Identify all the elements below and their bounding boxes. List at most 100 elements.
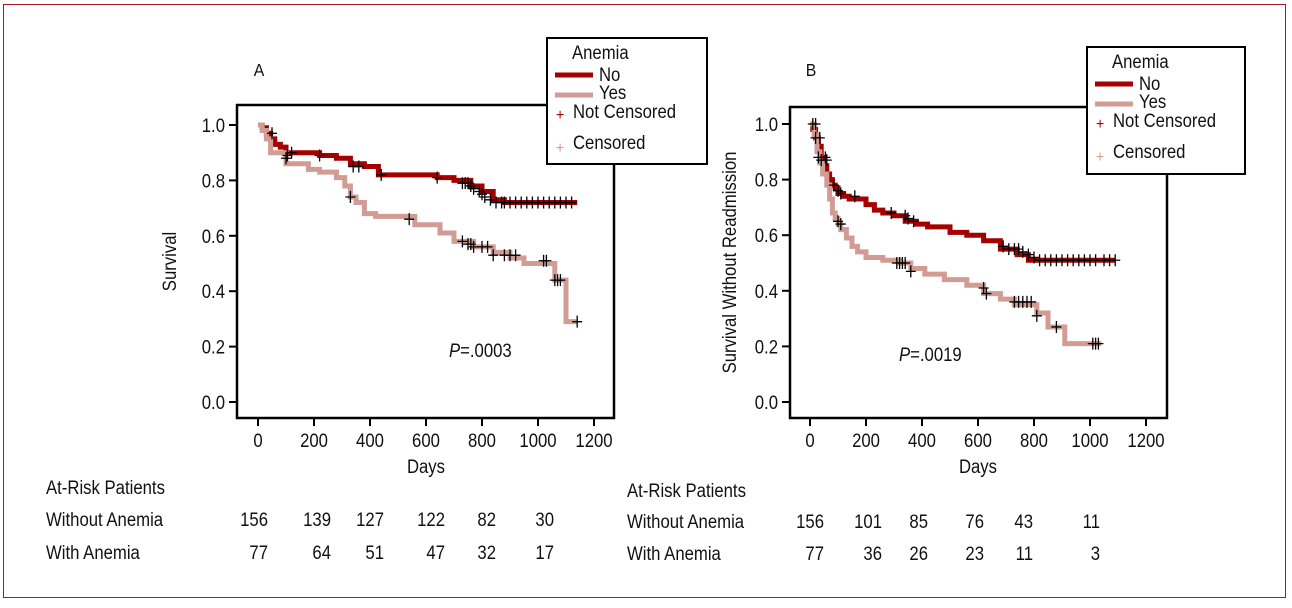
censor-mark	[1029, 251, 1039, 264]
censored-marker-icon: +	[1096, 148, 1104, 166]
at-risk-value: 156	[240, 510, 268, 531]
censor-mark	[1051, 320, 1062, 333]
censored-marker-icon: +	[556, 139, 564, 157]
censor-mark	[1031, 309, 1042, 322]
censor-mark	[903, 212, 913, 225]
x-tick-label: 800	[1020, 430, 1048, 451]
censor-mark	[267, 127, 277, 140]
at-risk-row-label: With Anemia	[627, 544, 721, 565]
legend-title: Anemia	[572, 42, 629, 63]
at-risk-row-label: Without Anemia	[627, 512, 745, 533]
x-tick-label: 0	[805, 430, 814, 451]
p-value-annotation: P=.0003	[449, 340, 512, 361]
at-risk-value: 156	[796, 512, 824, 533]
censor-mark	[457, 235, 468, 248]
legend-entry-yes: Yes	[599, 82, 626, 103]
at-risk-value: 11	[1015, 544, 1033, 565]
censor-mark	[849, 190, 860, 203]
censor-mark	[905, 265, 916, 278]
at-risk-value: 43	[1014, 512, 1033, 533]
censor-mark	[816, 154, 827, 167]
censor-mark	[981, 287, 992, 300]
legend-not-censored: Not Censored	[573, 101, 676, 122]
censor-mark	[404, 213, 415, 226]
censor-mark	[482, 240, 493, 253]
y-tick-label: 0.4	[202, 281, 225, 302]
censor-mark	[488, 249, 499, 262]
y-tick-label: 0.6	[755, 225, 778, 246]
y-tick-label: 0.0	[202, 392, 225, 413]
legend-censored: Censored	[573, 132, 645, 153]
y-tick-label: 1.0	[755, 114, 778, 135]
censor-mark	[468, 182, 479, 195]
y-axis-label: Survival Without Readmission	[719, 152, 740, 374]
censor-mark	[282, 149, 293, 162]
censor-mark	[485, 193, 496, 206]
figure-frame	[3, 4, 1286, 598]
x-tick-label: 400	[356, 430, 384, 451]
panel-label: B	[806, 60, 817, 80]
censor-mark	[281, 152, 291, 165]
not-censored-marker-icon: +	[1096, 115, 1104, 133]
censor-mark	[555, 274, 566, 287]
censor-mark	[479, 191, 490, 204]
y-tick-label: 0.4	[755, 281, 778, 302]
censor-mark	[1093, 337, 1104, 350]
censor-mark	[1110, 254, 1121, 267]
y-tick-label: 1.0	[202, 115, 225, 136]
panel-label: A	[254, 60, 265, 80]
panel-b: B 0.0 0.2 0.4 0.6 0.8 1.0 0 200 400 600 800 1000 1200…	[719, 46, 1246, 477]
x-tick-label: 0	[253, 430, 262, 451]
censor-mark	[376, 168, 387, 181]
censor-mark	[1017, 245, 1028, 258]
y-axis-label: Survival	[159, 232, 180, 291]
censor-mark	[998, 240, 1009, 253]
censor-mark	[314, 149, 325, 162]
censor-mark	[572, 315, 583, 328]
y-tick-label: 0.2	[202, 337, 225, 358]
at-risk-value: 51	[365, 543, 384, 564]
censor-mark	[835, 187, 846, 200]
km-curve-no	[810, 121, 1116, 263]
at-risk-value: 64	[312, 543, 331, 564]
at-risk-value: 17	[535, 543, 554, 564]
at-risk-value: 127	[356, 510, 384, 531]
legend-entry-no: No	[1139, 73, 1160, 94]
legend-box	[546, 37, 708, 165]
x-tick-label: 1200	[575, 430, 612, 451]
censor-mark	[541, 254, 552, 267]
x-tick-label: 400	[908, 430, 936, 451]
at-risk-value: 76	[965, 512, 984, 533]
censor-mark	[1090, 254, 1101, 267]
legend-title: Anemia	[1112, 51, 1169, 72]
censor-mark	[353, 160, 364, 173]
at-risk-title-a: At-Risk Patients	[46, 478, 165, 499]
at-risk-value: 77	[249, 543, 268, 564]
at-risk-value: 101	[854, 512, 882, 533]
censor-mark	[900, 257, 911, 269]
legend-not-censored: Not Censored	[1113, 110, 1216, 131]
at-risk-value: 3	[1090, 544, 1100, 565]
at-risk-value: 30	[535, 510, 554, 531]
x-tick-label: 200	[300, 430, 328, 451]
x-tick-label: 800	[468, 430, 496, 451]
censor-mark	[810, 131, 821, 144]
censor-mark	[468, 240, 479, 253]
at-risk-value: 26	[909, 544, 928, 565]
censor-mark	[286, 146, 297, 159]
x-tick-label: 1000	[519, 430, 556, 451]
legend-box	[1086, 46, 1246, 175]
censor-mark	[835, 218, 846, 231]
legend-entry-yes: Yes	[1139, 91, 1166, 112]
at-risk-value: 11	[1082, 512, 1100, 533]
p-value-annotation: P=.0019	[899, 344, 962, 365]
at-risk-title-b: At-Risk Patients	[627, 481, 746, 502]
censor-mark	[908, 215, 919, 228]
y-tick-label: 0.2	[755, 336, 778, 357]
x-axis-label: Days	[407, 456, 445, 477]
at-risk-value: 122	[417, 510, 445, 531]
x-tick-label: 1200	[1127, 430, 1164, 451]
